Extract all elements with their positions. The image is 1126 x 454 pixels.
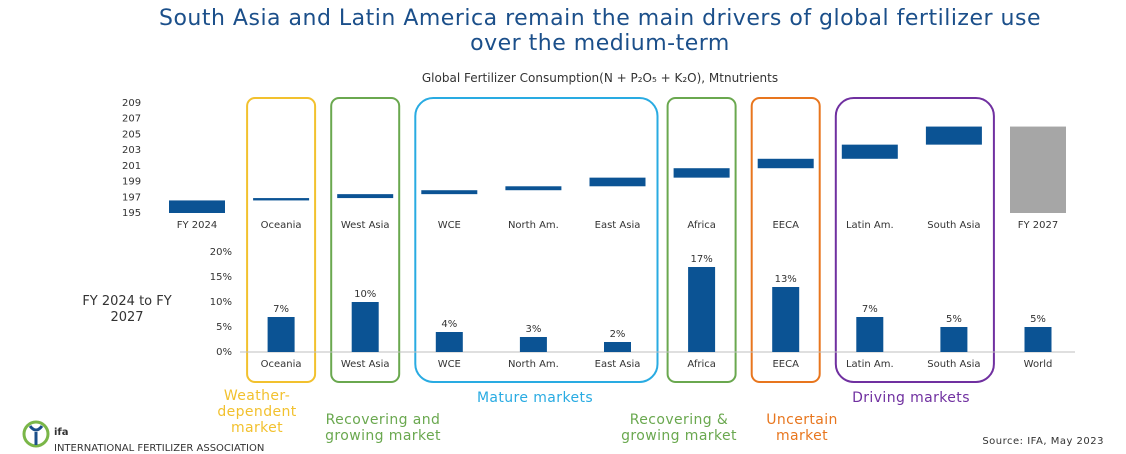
bar <box>772 287 800 352</box>
group-label: Recovering and growing market <box>325 412 441 444</box>
x-tick-label: Latin Am. <box>846 220 894 231</box>
x-tick-label: Africa <box>687 359 716 370</box>
x-tick-label: North Am. <box>508 359 559 370</box>
waterfall-bar <box>505 186 562 191</box>
x-tick-label: Africa <box>687 220 716 231</box>
y-tick-label: 207 <box>122 114 141 125</box>
x-tick-label: Latin Am. <box>846 359 894 370</box>
y-tick-label: 10% <box>210 297 232 308</box>
x-tick-label: East Asia <box>595 220 641 231</box>
value-label: 4% <box>441 319 457 330</box>
y-axis-label: FY 2024 to FY 2027 <box>82 294 172 325</box>
y-tick-label: 203 <box>122 145 141 156</box>
waterfall-bar <box>673 168 730 178</box>
x-tick-label: EECA <box>772 220 799 231</box>
value-label: 5% <box>946 314 962 325</box>
value-label: 5% <box>1030 314 1046 325</box>
group-label: Recovering & growing market <box>621 412 737 444</box>
waterfall-bar <box>841 144 898 159</box>
group-box <box>246 97 317 383</box>
x-tick-label: North Am. <box>508 220 559 231</box>
y-tick-label: 195 <box>122 208 141 219</box>
waterfall-bar <box>925 126 982 145</box>
group-box <box>330 97 401 383</box>
waterfall-bar <box>757 158 814 169</box>
x-tick-label: FY 2027 <box>1018 220 1059 231</box>
x-tick-label: EECA <box>772 359 799 370</box>
group-label: Mature markets <box>476 390 594 406</box>
waterfall-bar <box>253 198 310 201</box>
waterfall-bar <box>1010 126 1066 213</box>
group-label: Weather-dependent market <box>217 388 297 436</box>
y-tick-label: 209 <box>122 98 141 109</box>
y-tick-label: 197 <box>122 192 141 203</box>
group-label: Uncertain market <box>766 412 838 444</box>
x-tick-label: South Asia <box>927 220 980 231</box>
y-tick-label: 15% <box>210 272 232 283</box>
y-tick-label: 201 <box>122 161 141 172</box>
title: South Asia and Latin America remain the … <box>159 6 1041 56</box>
x-tick-label: World <box>1024 359 1053 370</box>
logo-ring <box>22 420 50 448</box>
bar <box>1024 327 1052 352</box>
y-tick-label: 0% <box>216 347 232 358</box>
x-tick-label: East Asia <box>595 359 641 370</box>
value-label: 2% <box>610 329 626 340</box>
value-label: 7% <box>862 304 878 315</box>
group-box <box>750 97 821 383</box>
group-box <box>834 97 995 383</box>
value-label: 7% <box>273 304 289 315</box>
x-tick-label: FY 2024 <box>177 220 218 231</box>
y-tick-label: 5% <box>216 322 232 333</box>
bar <box>267 317 295 352</box>
group-box <box>666 97 737 383</box>
value-label: 3% <box>525 324 541 335</box>
logo-tagline: INTERNATIONAL FERTILIZER ASSOCIATION <box>54 443 264 454</box>
logo-mark <box>28 425 44 445</box>
x-tick-label: West Asia <box>341 220 390 231</box>
group-label: Driving markets <box>852 390 970 406</box>
bar <box>688 267 716 352</box>
y-tick-label: 20% <box>210 247 232 258</box>
group-box <box>414 97 659 383</box>
bar <box>435 332 463 352</box>
x-tick-label: West Asia <box>341 359 390 370</box>
subtitle: Global Fertilizer Consumption(N + P₂O₅ +… <box>421 71 779 85</box>
y-tick-label: 199 <box>122 177 141 188</box>
bar <box>604 342 631 352</box>
waterfall-bar <box>421 190 478 195</box>
value-label: 10% <box>354 289 376 300</box>
x-tick-label: Oceania <box>261 220 302 231</box>
x-tick-label: WCE <box>438 220 461 231</box>
x-tick-label: Oceania <box>261 359 302 370</box>
waterfall-bar <box>169 200 225 213</box>
value-label: 13% <box>775 274 797 285</box>
y-tick-label: 205 <box>122 129 141 140</box>
waterfall-bar <box>337 194 394 199</box>
x-tick-label: WCE <box>438 359 461 370</box>
bar <box>519 337 547 352</box>
value-label: 17% <box>690 254 712 265</box>
x-tick-label: South Asia <box>927 359 980 370</box>
bar <box>940 327 968 352</box>
bar <box>856 317 884 352</box>
waterfall-bar <box>589 177 646 187</box>
bar <box>351 302 379 352</box>
source: Source: IFA, May 2023 <box>982 436 1104 447</box>
logo-text: ifa <box>54 427 69 438</box>
